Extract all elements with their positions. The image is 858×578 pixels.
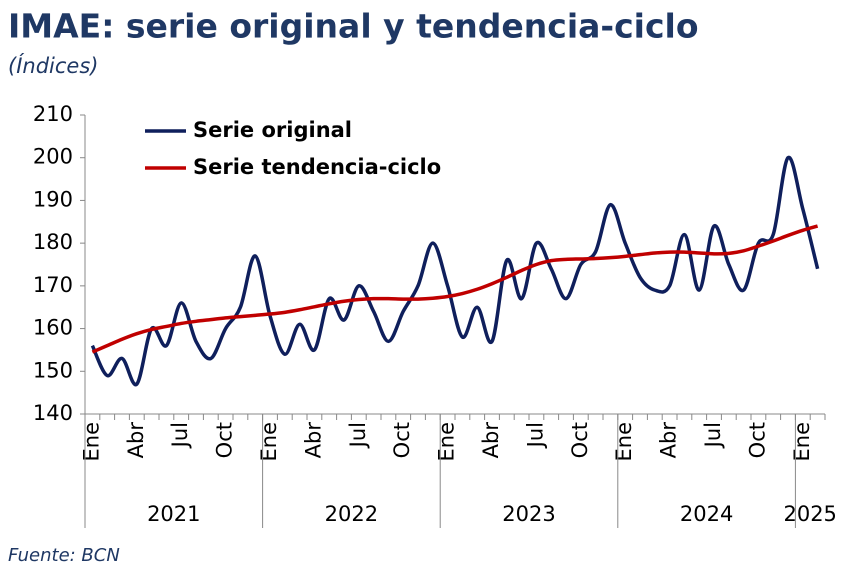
x-tick-label: Oct	[390, 422, 414, 458]
x-tick-label: Ene	[612, 422, 636, 462]
source: Fuente: BCN	[8, 545, 120, 566]
x-tick-label: Ene	[79, 422, 103, 462]
x-group-label: 2025	[783, 502, 836, 526]
x-tick-label: Jul	[346, 422, 370, 449]
y-tick-label: 140	[33, 401, 73, 425]
series-line	[91, 224, 819, 354]
x-tick-label: Oct	[568, 422, 592, 458]
y-tick-label: 200	[33, 145, 73, 169]
legend-label: Serie tendencia-ciclo	[193, 155, 441, 179]
x-tick-label: Jul	[701, 422, 725, 449]
chart-title: IMAE: serie original y tendencia-ciclo	[8, 7, 699, 46]
x-tick-label: Oct	[745, 422, 769, 458]
x-tick-label: Jul	[168, 422, 192, 449]
x-group-label: 2022	[325, 502, 378, 526]
y-tick-label: 170	[33, 273, 73, 297]
x-tick-label: Abr	[479, 422, 503, 459]
series-line	[90, 155, 820, 387]
y-tick-label: 160	[33, 316, 73, 340]
x-tick-label: Ene	[257, 422, 281, 462]
x-tick-label: Abr	[124, 422, 148, 459]
x-group-label: 2021	[147, 502, 200, 526]
y-tick-label: 190	[33, 187, 73, 211]
x-tick-label: Jul	[523, 422, 547, 449]
y-tick-label: 180	[33, 230, 73, 254]
chart-subtitle: (Índices)	[8, 53, 98, 78]
x-group-label: 2023	[502, 502, 555, 526]
x-tick-label: Oct	[213, 422, 237, 458]
legend-label: Serie original	[193, 118, 352, 142]
x-tick-label: Abr	[657, 422, 681, 459]
x-tick-label: Abr	[301, 422, 325, 459]
y-tick-label: 210	[33, 102, 73, 126]
y-tick-label: 150	[33, 358, 73, 382]
x-group-label: 2024	[680, 502, 733, 526]
x-tick-label: Ene	[435, 422, 459, 462]
x-tick-label: Ene	[790, 422, 814, 462]
